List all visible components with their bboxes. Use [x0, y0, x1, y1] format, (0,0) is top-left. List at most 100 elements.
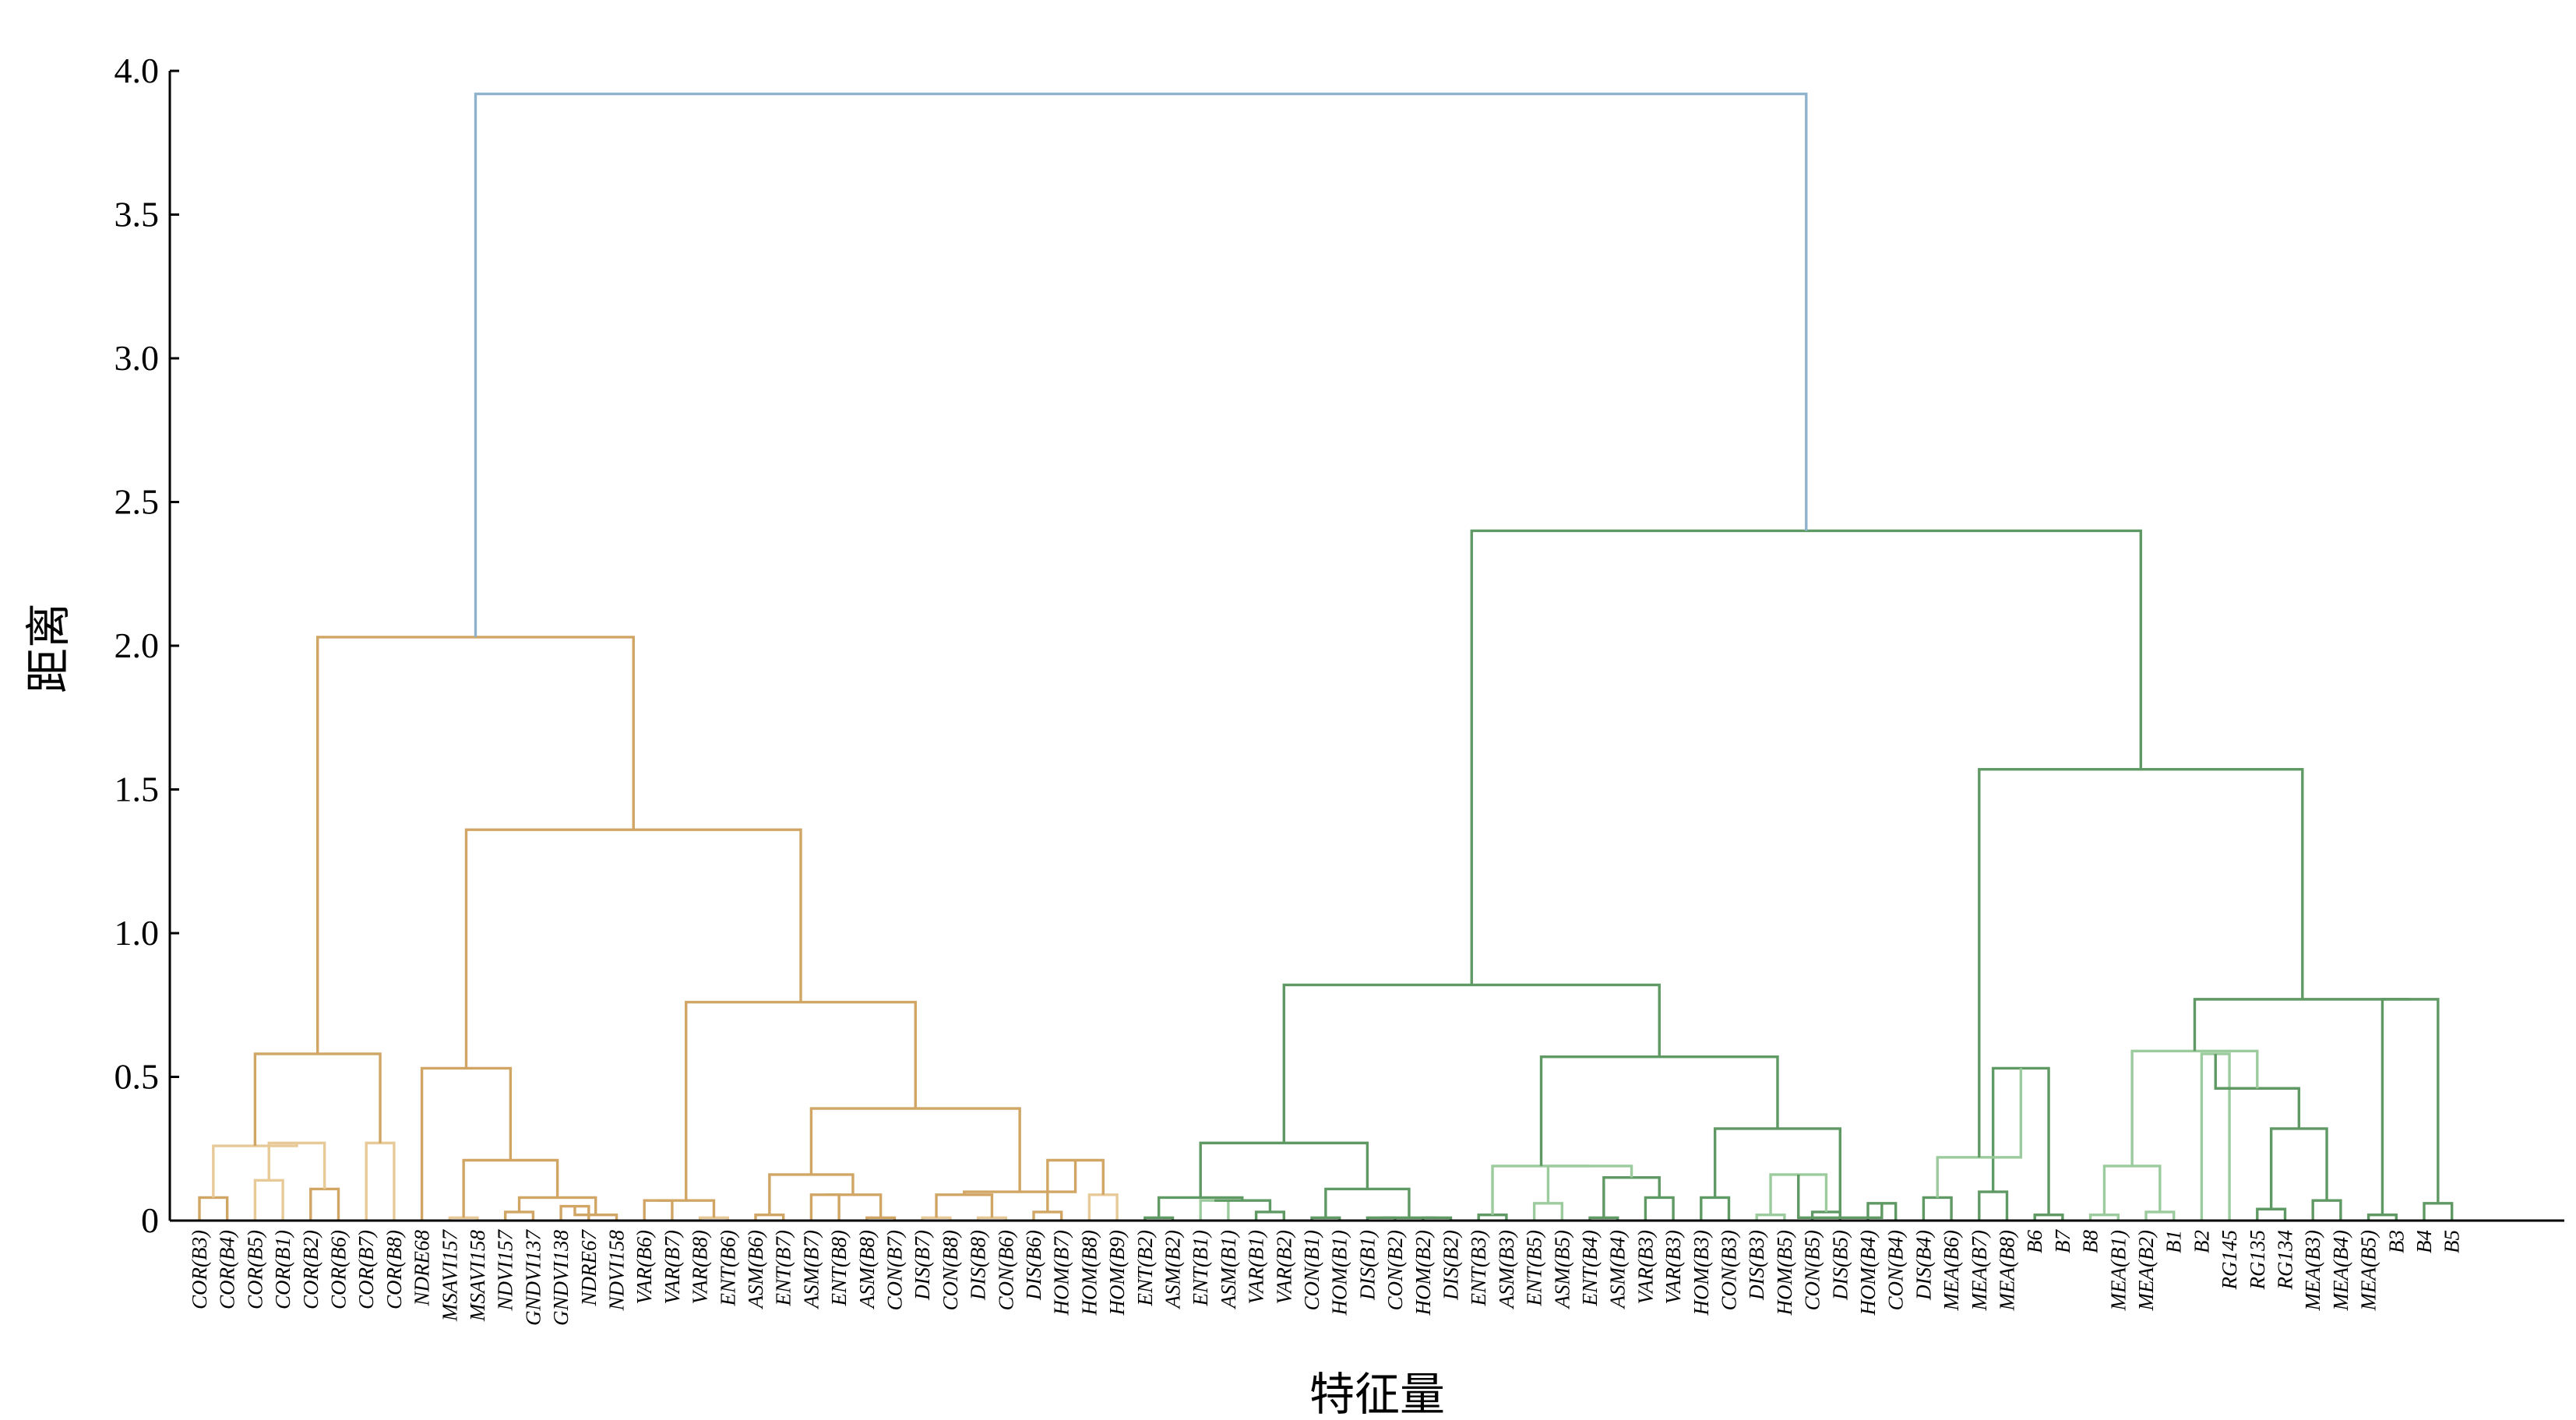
dendrogram-link: [1644, 1196, 1675, 1221]
leaf-label: RG145: [2218, 1230, 2241, 1291]
leaf-label: COR(B1): [271, 1230, 294, 1309]
y-tick-label: 4.0: [115, 51, 160, 90]
leaf-label: VAR(B8): [689, 1230, 712, 1304]
dendrogram-link: [420, 1066, 513, 1221]
leaf-label: DIS(B3): [1745, 1230, 1768, 1301]
leaf-label: VAR(B3): [1633, 1230, 1657, 1304]
leaf-label: DIS(B7): [911, 1230, 934, 1301]
leaf-label: DIS(B1): [1355, 1230, 1379, 1301]
dendrogram-link: [2380, 998, 2440, 1215]
leaf-label: HOM(B4): [1856, 1230, 1880, 1316]
leaf-label: ASM(B4): [1606, 1230, 1630, 1309]
leaf-label: CON(B5): [1801, 1230, 1824, 1311]
y-axis: [168, 71, 2564, 1222]
dendrogram-link: [658, 1199, 716, 1218]
leaf-label: GNDVI138: [549, 1230, 573, 1326]
leaf-label: DIS(B4): [1912, 1230, 1935, 1301]
leaf-label: VAR(B1): [1245, 1230, 1268, 1304]
dendrogram-link: [1922, 1196, 1953, 1221]
dendrogram-link: [1713, 1127, 1841, 1218]
leaf-label: HOM(B5): [1773, 1230, 1796, 1316]
dendrogram-link: [1978, 1190, 2009, 1221]
leaf-label: HOM(B2): [1411, 1230, 1435, 1316]
y-axis-ticks: 0 0.5 1.0 1.5 2.0 2.5 3.0 3.5 4.0: [115, 51, 179, 1240]
dendrogram-link: [1254, 1210, 1285, 1221]
leaf-label: ASM(B7): [799, 1230, 823, 1309]
dendrogram-link: [1324, 1187, 1411, 1218]
leaf-label: B7: [2051, 1229, 2074, 1253]
leaf-labels: COR(B3) COR(B4) COR(B5) COR(B1) COR(B2) COR(B…: [188, 1229, 2464, 1326]
leaf-label: VAR(B6): [633, 1230, 656, 1304]
dendrogram-link: [809, 1107, 1021, 1193]
y-tick-label: 1.0: [115, 913, 160, 953]
leaf-label: NDRE67: [577, 1229, 601, 1307]
dendrogram-links: [198, 92, 2454, 1221]
leaf-label: ENT(B2): [1133, 1230, 1157, 1307]
leaf-label: ENT(B7): [772, 1230, 795, 1307]
x-axis-title: 特征量: [1309, 1368, 1445, 1420]
leaf-label: ENT(B4): [1578, 1230, 1602, 1307]
leaf-label: HOM(B7): [1050, 1230, 1073, 1316]
y-tick-label: 3.0: [115, 338, 160, 378]
dendrogram-link: [365, 1141, 396, 1221]
leaf-label: DIS(B6): [1022, 1230, 1045, 1301]
leaf-label: VAR(B3): [1662, 1230, 1685, 1304]
leaf-label: COR(B8): [382, 1230, 406, 1309]
leaf-label: MEA(B3): [2301, 1230, 2324, 1311]
leaf-label: GNDVI137: [521, 1229, 544, 1326]
dendrogram-link: [1810, 1210, 1841, 1221]
dendrogram-link: [253, 1052, 382, 1147]
dendrogram-link: [1700, 1196, 1731, 1221]
leaf-label: MEA(B7): [1968, 1230, 1991, 1311]
leaf-label: MEA(B6): [1940, 1230, 1963, 1311]
leaf-label: CON(B3): [1718, 1230, 1741, 1311]
leaf-label: CON(B7): [883, 1230, 907, 1311]
dendrogram-link: [253, 1179, 284, 1221]
leaf-label: ENT(B5): [1523, 1230, 1546, 1307]
dendrogram-link: [685, 1000, 917, 1201]
leaf-label: HOM(B3): [1690, 1230, 1713, 1316]
leaf-label: NDRE68: [411, 1230, 434, 1307]
leaf-label: CON(B4): [1884, 1230, 1908, 1311]
dendrogram-link: [1491, 1165, 1590, 1215]
leaf-label: MEA(B8): [1996, 1230, 2019, 1311]
leaf-label: COR(B3): [188, 1230, 211, 1309]
leaf-label: VAR(B2): [1272, 1230, 1295, 1304]
leaf-label: CON(B8): [939, 1230, 962, 1311]
leaf-label: CON(B6): [994, 1230, 1017, 1311]
dendrogram-link: [2193, 998, 2411, 1052]
dendrogram-link: [462, 1158, 559, 1218]
leaf-label: NDVI157: [494, 1229, 517, 1312]
leaf-label: NDVI158: [605, 1230, 629, 1312]
leaf-label: ENT(B3): [1467, 1230, 1490, 1307]
dendrogram-link: [2311, 1199, 2342, 1221]
leaf-label: CON(B2): [1383, 1230, 1407, 1311]
dendrogram-link: [2423, 1202, 2454, 1221]
dendrogram-link: [504, 1210, 535, 1221]
y-tick-label: 0.5: [115, 1057, 160, 1097]
y-tick-label: 0: [141, 1200, 159, 1240]
leaf-label: COR(B2): [299, 1230, 322, 1309]
leaf-label: MEA(B4): [2329, 1230, 2352, 1311]
dendrogram-link: [464, 828, 802, 1069]
leaf-label: B4: [2412, 1230, 2436, 1253]
leaf-label: B3: [2384, 1230, 2408, 1253]
leaf-label: ENT(B1): [1189, 1230, 1212, 1307]
leaf-label: CON(B1): [1300, 1230, 1323, 1311]
leaf-label: HOM(B9): [1105, 1230, 1129, 1316]
dendrogram-link: [1282, 983, 1661, 1143]
dendrogram-link: [1032, 1210, 1063, 1221]
leaf-label: MSAVI158: [466, 1230, 489, 1323]
leaf-label: VAR(B7): [661, 1230, 684, 1304]
leaf-label: MEA(B2): [2134, 1230, 2158, 1311]
leaf-label: DIS(B5): [1828, 1230, 1852, 1301]
leaf-label: DIS(B2): [1440, 1230, 1463, 1301]
dendrogram-link: [474, 92, 1808, 637]
dendrogram-link: [1546, 1165, 1633, 1203]
leaf-label: COR(B6): [327, 1230, 351, 1309]
leaf-label: ENT(B6): [716, 1230, 739, 1307]
leaf-label: ASM(B5): [1550, 1230, 1573, 1309]
dendrogram-link: [309, 1187, 340, 1221]
y-tick-label: 3.5: [115, 195, 160, 234]
